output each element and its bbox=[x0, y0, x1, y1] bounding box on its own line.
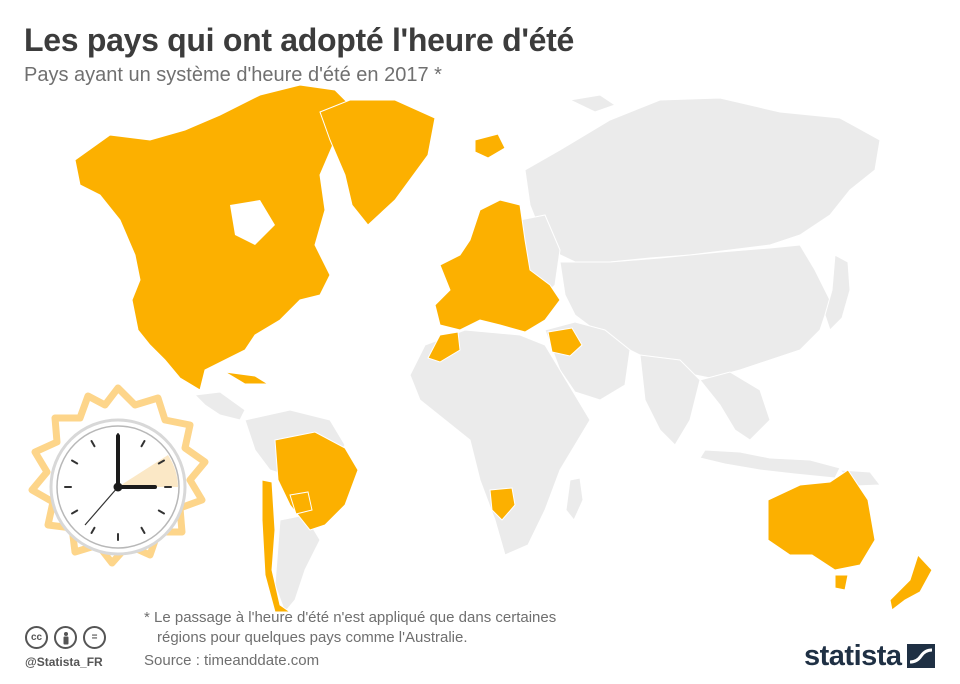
region-australia bbox=[767, 469, 876, 571]
footnote-line-2: régions pour quelques pays comme l'Austr… bbox=[157, 629, 468, 646]
cc-icon[interactable]: cc bbox=[25, 626, 48, 649]
region-chile bbox=[261, 479, 292, 613]
footnote-line-1: * Le passage à l'heure d'été n'est appli… bbox=[144, 609, 557, 626]
equals-icon[interactable]: = bbox=[83, 626, 106, 649]
license-icons: cc = bbox=[25, 626, 106, 649]
region-new-zealand bbox=[889, 554, 933, 611]
region-greenland bbox=[319, 99, 436, 226]
statista-logo-icon bbox=[907, 644, 935, 668]
region-iceland bbox=[474, 133, 506, 159]
region-namibia bbox=[489, 487, 516, 521]
non-dst-land bbox=[193, 94, 881, 613]
brand-logo[interactable]: statista bbox=[804, 640, 902, 672]
region-brazil bbox=[274, 431, 359, 531]
region-north-america bbox=[74, 84, 356, 391]
page-subtitle: Pays ayant un système d'heure d'été en 2… bbox=[24, 64, 442, 86]
region-turkey-syria bbox=[547, 327, 583, 357]
person-icon[interactable] bbox=[54, 626, 77, 649]
footnote: * Le passage à l'heure d'été n'est appli… bbox=[144, 608, 556, 648]
dst-land bbox=[74, 84, 933, 613]
twitter-handle[interactable]: @Statista_FR bbox=[25, 655, 103, 669]
source-text: Source : timeanddate.com bbox=[144, 652, 320, 669]
region-morocco bbox=[427, 331, 461, 363]
page-title: Les pays qui ont adopté l'heure d'été bbox=[24, 22, 574, 58]
clock-icon bbox=[28, 384, 209, 567]
region-europe bbox=[434, 199, 561, 333]
